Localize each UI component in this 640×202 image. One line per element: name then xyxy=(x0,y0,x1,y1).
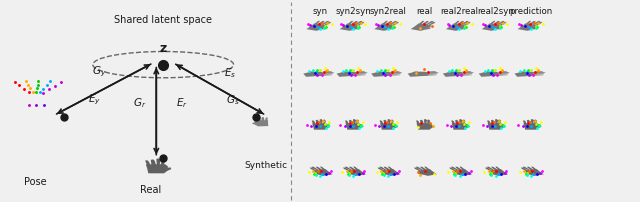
Text: Real: Real xyxy=(140,185,161,195)
Polygon shape xyxy=(343,166,366,176)
Polygon shape xyxy=(451,119,470,130)
Polygon shape xyxy=(443,71,474,77)
Text: Pose: Pose xyxy=(24,177,47,187)
Polygon shape xyxy=(345,119,364,130)
Polygon shape xyxy=(487,119,506,130)
Polygon shape xyxy=(408,71,438,77)
Text: $E_s$: $E_s$ xyxy=(224,66,237,80)
Text: syn2real: syn2real xyxy=(369,7,406,16)
Polygon shape xyxy=(521,166,544,176)
Polygon shape xyxy=(446,21,470,31)
Text: Shared latent space: Shared latent space xyxy=(114,15,212,25)
Polygon shape xyxy=(252,117,268,126)
Polygon shape xyxy=(303,71,334,77)
Polygon shape xyxy=(449,166,472,176)
Polygon shape xyxy=(380,119,398,130)
Polygon shape xyxy=(515,71,545,77)
Text: syn2syn: syn2syn xyxy=(335,7,371,16)
Polygon shape xyxy=(523,119,541,130)
Polygon shape xyxy=(310,166,333,176)
Text: $E_y$: $E_y$ xyxy=(88,93,101,107)
Text: $\mathbf{z}$: $\mathbf{z}$ xyxy=(159,42,168,55)
Polygon shape xyxy=(378,166,401,176)
Polygon shape xyxy=(485,166,508,176)
Text: $E_r$: $E_r$ xyxy=(177,96,188,110)
Text: real2real: real2real xyxy=(440,7,479,16)
Text: prediction: prediction xyxy=(509,7,553,16)
Polygon shape xyxy=(371,71,402,77)
Text: real: real xyxy=(416,7,433,16)
Polygon shape xyxy=(479,71,509,77)
Polygon shape xyxy=(312,119,330,130)
Polygon shape xyxy=(340,21,364,31)
Text: real2syn: real2syn xyxy=(477,7,514,16)
Polygon shape xyxy=(414,166,437,176)
Polygon shape xyxy=(337,71,367,77)
Polygon shape xyxy=(145,158,172,173)
Polygon shape xyxy=(307,21,331,31)
Polygon shape xyxy=(416,119,435,130)
Polygon shape xyxy=(518,21,542,31)
Text: $G_s$: $G_s$ xyxy=(226,93,240,107)
Text: syn: syn xyxy=(312,7,328,16)
Text: $G_y$: $G_y$ xyxy=(92,64,106,79)
Polygon shape xyxy=(482,21,506,31)
Polygon shape xyxy=(411,21,435,31)
Text: Synthetic: Synthetic xyxy=(244,161,287,170)
Polygon shape xyxy=(374,21,399,31)
Text: $G_r$: $G_r$ xyxy=(133,96,146,110)
